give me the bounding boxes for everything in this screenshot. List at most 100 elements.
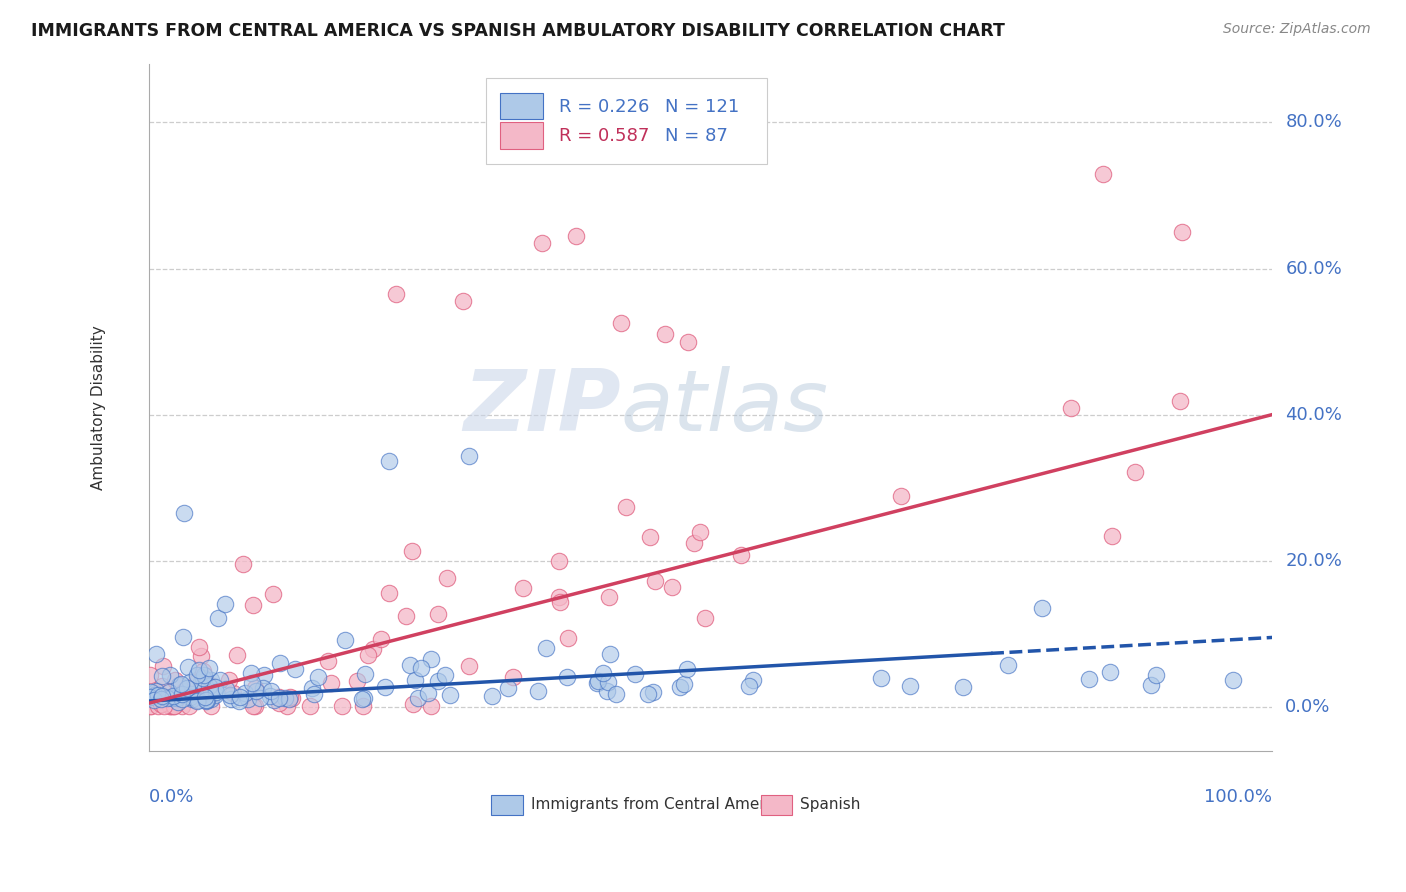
Point: [564, 228, 586, 243]
Point: [353, 667, 375, 681]
Point: [209, 673, 232, 687]
Point: [304, 687, 326, 701]
Text: R = 0.587: R = 0.587: [558, 128, 650, 145]
Point: [207, 611, 229, 625]
Point: [162, 690, 184, 705]
Point: [222, 686, 245, 700]
Point: [1031, 601, 1053, 615]
Point: [1168, 394, 1191, 409]
Point: [557, 670, 579, 684]
Point: [277, 692, 299, 706]
Point: [197, 661, 219, 675]
Point: [204, 680, 226, 694]
Point: [643, 685, 665, 699]
Point: [299, 699, 322, 714]
Point: [170, 676, 193, 690]
Point: [267, 690, 290, 704]
Point: [406, 690, 429, 705]
Point: [194, 690, 217, 705]
Point: [598, 591, 620, 605]
Point: [352, 699, 374, 714]
Point: [333, 633, 356, 648]
Point: [588, 674, 610, 689]
Point: [278, 690, 301, 704]
Point: [242, 699, 264, 714]
Point: [420, 652, 443, 666]
Point: [426, 674, 449, 689]
Point: [548, 595, 571, 609]
FancyBboxPatch shape: [761, 796, 793, 814]
Point: [357, 648, 380, 662]
Point: [187, 693, 209, 707]
Point: [1171, 225, 1194, 239]
Point: [262, 587, 284, 601]
Point: [654, 327, 676, 342]
Point: [173, 684, 195, 698]
Text: 80.0%: 80.0%: [1285, 113, 1343, 131]
Point: [169, 678, 191, 692]
Point: [1092, 167, 1115, 181]
Point: [361, 641, 384, 656]
Point: [190, 674, 212, 689]
Point: [170, 687, 193, 701]
Point: [159, 699, 181, 714]
Point: [159, 668, 181, 682]
Text: 40.0%: 40.0%: [1285, 406, 1343, 424]
Point: [1099, 665, 1122, 679]
Point: [301, 681, 323, 695]
Point: [276, 699, 298, 714]
Point: [195, 693, 218, 707]
Point: [177, 660, 200, 674]
Point: [152, 659, 174, 673]
Point: [143, 688, 166, 702]
Point: [240, 666, 263, 681]
Point: [370, 632, 392, 646]
Point: [346, 673, 368, 688]
Point: [166, 690, 188, 705]
Point: [167, 695, 190, 709]
Point: [668, 680, 690, 694]
Point: [193, 668, 215, 682]
Text: 60.0%: 60.0%: [1285, 260, 1343, 277]
FancyBboxPatch shape: [501, 122, 543, 148]
Point: [596, 674, 619, 689]
Point: [218, 689, 240, 703]
Point: [214, 682, 236, 697]
Point: [605, 687, 627, 701]
Point: [152, 695, 174, 709]
Point: [599, 647, 621, 661]
Point: [307, 669, 329, 683]
Point: [624, 667, 647, 681]
Point: [139, 699, 162, 714]
Text: 100.0%: 100.0%: [1204, 789, 1272, 806]
Point: [693, 611, 716, 625]
Point: [418, 686, 440, 700]
Point: [1222, 673, 1244, 688]
Point: [330, 699, 353, 714]
Point: [420, 699, 443, 714]
Point: [502, 670, 524, 684]
Point: [596, 683, 619, 698]
Point: [204, 684, 226, 698]
Point: [243, 681, 266, 696]
Point: [676, 662, 699, 676]
Text: 0.0%: 0.0%: [1285, 698, 1330, 716]
Point: [870, 671, 893, 685]
FancyBboxPatch shape: [501, 93, 543, 119]
Point: [411, 661, 433, 675]
Point: [585, 676, 607, 690]
Point: [243, 699, 266, 714]
Point: [402, 698, 425, 712]
Point: [162, 689, 184, 703]
Point: [592, 665, 614, 680]
Point: [200, 692, 222, 706]
Point: [150, 679, 173, 693]
Point: [232, 558, 254, 572]
Point: [204, 689, 226, 703]
Point: [146, 688, 169, 702]
Point: [145, 684, 167, 698]
Text: Ambulatory Disability: Ambulatory Disability: [91, 325, 105, 490]
Point: [259, 690, 281, 704]
Point: [150, 689, 173, 703]
Point: [453, 294, 475, 309]
